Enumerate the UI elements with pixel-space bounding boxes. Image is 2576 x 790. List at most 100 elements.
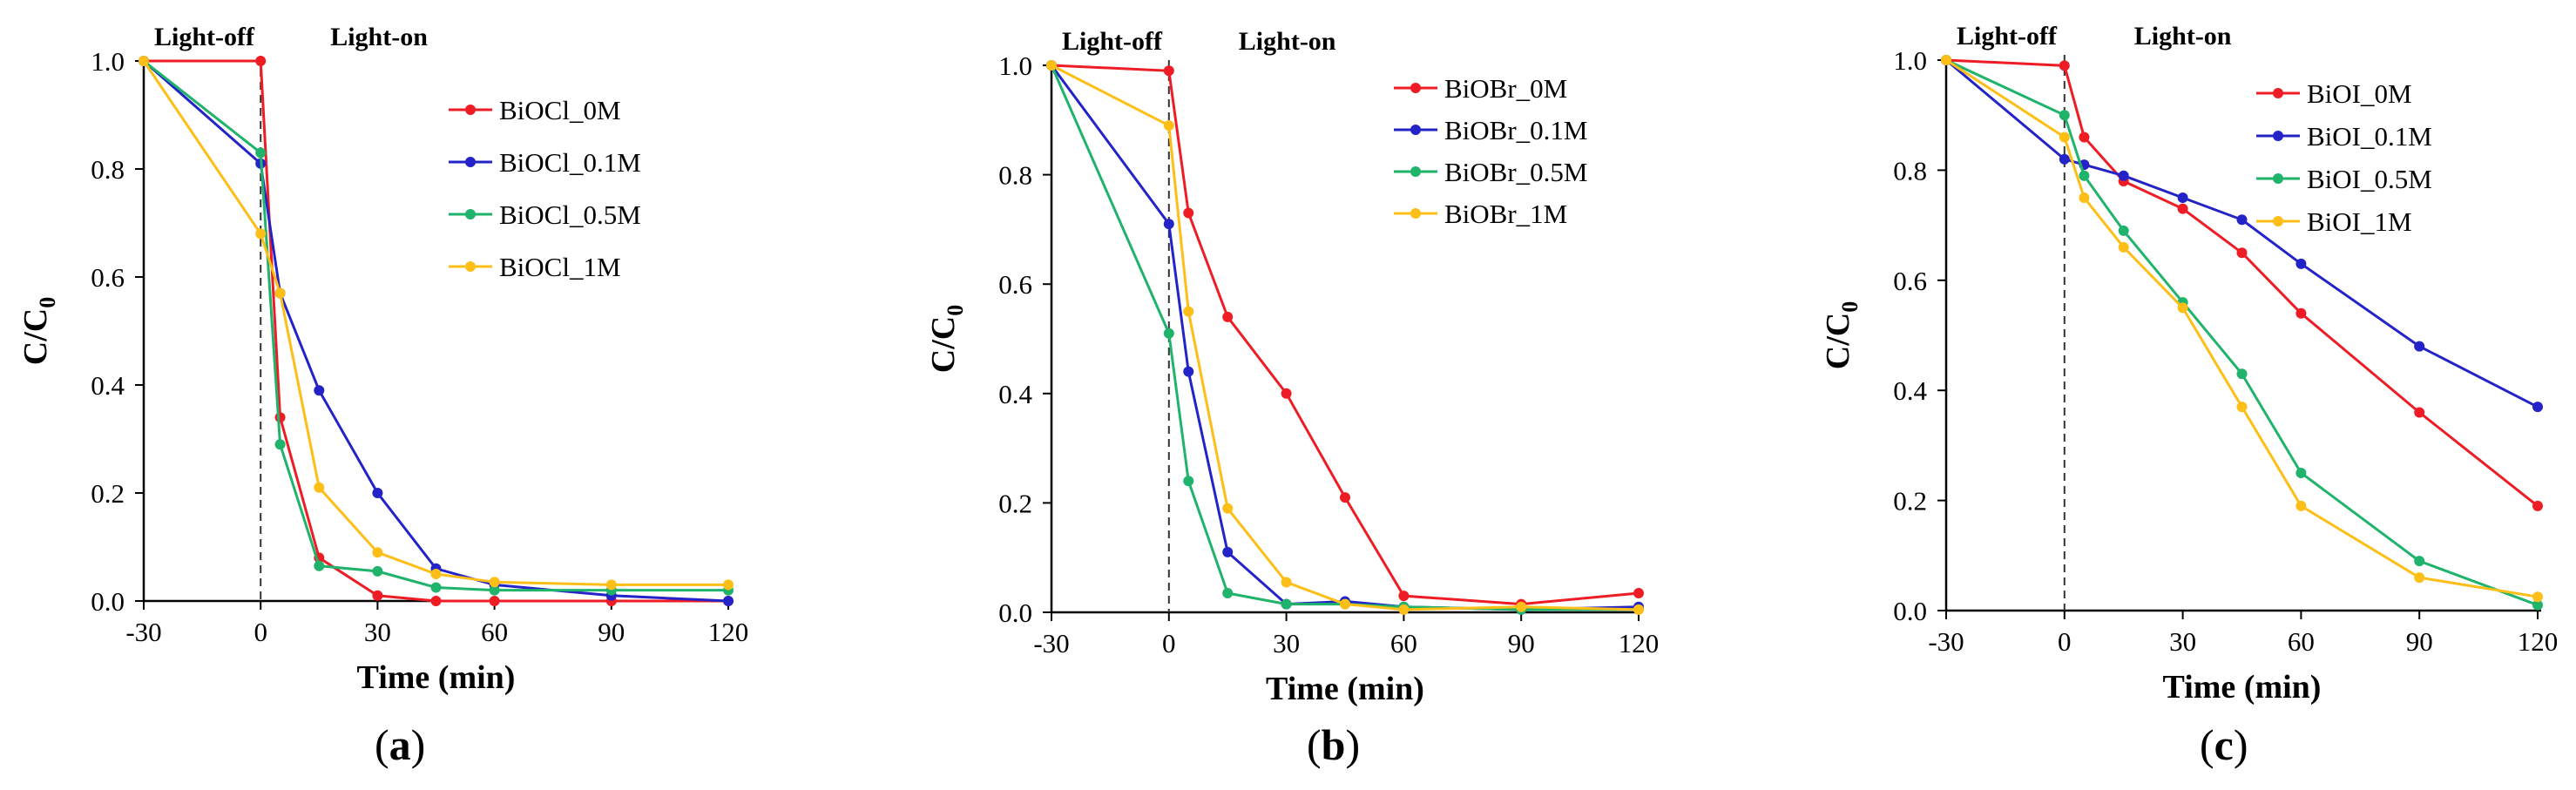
data-point-BiOCl_0M (274, 412, 286, 423)
series-line-BiOBr_0.5M (1050, 64, 1639, 611)
data-point-BiOBr_1M (1281, 577, 1292, 588)
light-off-label: Light-off (1957, 22, 2058, 51)
legend-swatch-marker (465, 261, 476, 272)
x-tick-label: 120 (708, 617, 749, 647)
chart-panel-b: 0.0 0.2 0.4 0.6 0.8 1.0 -30 0 30 60 90 120 Light-off… (925, 27, 1659, 769)
x-tick-label: 90 (1508, 628, 1535, 658)
x-tick-label: 30 (364, 617, 391, 647)
data-point-BiOCl_1M (274, 287, 286, 299)
legend-swatch-marker (1410, 208, 1421, 219)
data-point-BiOI_0M (2295, 307, 2307, 319)
y-tick-label: 0.6 (91, 262, 125, 293)
panel-label-close: ) (2234, 720, 2248, 769)
data-point-BiOI_0M (2236, 247, 2248, 259)
data-point-BiOCl_0M (372, 590, 383, 601)
data-point-BiOI_0.5M (2059, 110, 2070, 121)
y-tick-label: 0.2 (1893, 486, 1927, 517)
series-line-BiOBr_0M (1051, 64, 1640, 606)
legend-swatch-marker (1410, 166, 1421, 177)
chart-panel-c: 0.0 0.2 0.4 0.6 0.8 1.0 -30 0 30 60 90 120 Light-off… (1820, 22, 2558, 769)
data-point-BiOBr_0M (1398, 591, 1410, 602)
x-tick-label: 60 (2288, 626, 2315, 657)
series-line-BiOI_0.1M (1945, 58, 2539, 409)
x-tick-label: 60 (1390, 628, 1417, 658)
panel-label: (b) (1307, 720, 1360, 769)
x-tick-label: 0 (1162, 628, 1176, 658)
data-point-BiOBr_0.5M (1281, 598, 1292, 610)
x-tick-label: 30 (1273, 628, 1300, 658)
data-point-BiOCl_0.5M (274, 439, 286, 450)
data-point-BiOI_0M (2079, 132, 2090, 143)
data-point-BiOI_0M (2532, 500, 2543, 511)
legend-label: BiOBr_1M (1444, 199, 1567, 229)
data-point-BiOBr_0.5M (1183, 476, 1194, 487)
legend-label: BiOI_0.5M (2307, 164, 2432, 194)
data-point-BiOI_0M (2059, 60, 2070, 71)
panel-label-letter: a (389, 720, 411, 769)
data-point-BiOBr_0M (1340, 492, 1350, 503)
data-point-BiOBr_0.5M (1163, 327, 1174, 339)
data-point-BiOI_0.1M (2177, 192, 2188, 203)
data-point-BiOI_1M (2532, 591, 2543, 603)
data-point-BiOCl_0.1M (372, 488, 383, 498)
series-line-BiOI_0.5M (1945, 58, 2539, 607)
data-point-BiOI_1M (2236, 402, 2248, 413)
y-tick-label: 0.4 (91, 370, 125, 401)
legend-label: BiOBr_0M (1444, 73, 1567, 104)
legend-label: BiOI_0M (2307, 78, 2412, 109)
data-point-BiOBr_1M (1633, 604, 1644, 615)
data-point-BiOBr_1M (1163, 120, 1174, 132)
data-point-BiOCl_1M (255, 228, 267, 240)
data-point-BiOI_0.1M (2059, 153, 2070, 165)
data-point-BiOBr_1M (1222, 503, 1234, 514)
data-point-BiOCl_0.5M (372, 565, 383, 577)
panel-label-open: ( (375, 720, 389, 769)
data-point-BiOCl_0.5M (489, 584, 500, 596)
y-tick-label: 0.8 (998, 160, 1032, 191)
data-point-BiOCl_0.5M (314, 560, 325, 571)
data-point-BiOI_0M (2414, 407, 2425, 418)
data-point-BiOCl_0.1M (314, 385, 325, 396)
data-point-BiOBr_1M (1398, 604, 1410, 615)
data-point-BiOCl_0.5M (430, 582, 442, 593)
data-point-BiOBr_0.1M (1222, 546, 1234, 557)
y-tick-label: 1.0 (998, 51, 1032, 81)
data-point-BiOI_0.1M (2118, 170, 2129, 181)
data-point-BiOI_1M (2079, 192, 2090, 203)
y-tick-label: 0.0 (91, 586, 125, 617)
panel-label-open: ( (2200, 720, 2214, 769)
panel-label: (a) (375, 720, 425, 769)
data-point-BiOCl_1M (489, 577, 500, 588)
data-point-BiOBr_0.1M (1183, 366, 1194, 377)
chart-panel-a: 0.0 0.2 0.4 0.6 0.8 1.0 -30 0 30 60 90 120 Light-off… (17, 23, 748, 769)
data-point-BiOBr_0M (1163, 65, 1174, 77)
series-line-BiOBr_0.1M (1050, 64, 1640, 611)
y-tick-label: 1.0 (91, 46, 125, 77)
x-tick-label: 0 (2058, 626, 2072, 657)
x-tick-label: 120 (1619, 628, 1660, 658)
x-axis-title: Time (min) (357, 659, 516, 696)
legend-label: BiOCl_0.5M (499, 199, 641, 230)
data-point-BiOBr_1M (1183, 306, 1194, 317)
data-point-BiOI_0.1M (2295, 258, 2307, 269)
legend-label: BiOI_1M (2307, 206, 2412, 237)
panel-label-close: ) (411, 720, 426, 769)
y-axis-title-subscript: 0 (1837, 301, 1863, 313)
data-point-BiOI_0.1M (2414, 341, 2425, 352)
x-tick-label: -30 (1033, 628, 1069, 658)
y-axis-title: C/C0 (17, 297, 60, 365)
data-point-BiOCl_1M (723, 579, 734, 591)
data-point-BiOCl_1M (314, 482, 325, 493)
x-tick-label: 90 (598, 617, 625, 647)
legend-label: BiOBr_0.5M (1444, 157, 1588, 187)
x-tick-label: 30 (2169, 626, 2196, 657)
y-tick-label: 0.6 (1893, 266, 1927, 296)
data-point-BiOCl_0M (255, 56, 267, 66)
x-tick-label: -30 (1928, 626, 1964, 657)
data-point-BiOI_1M (2414, 572, 2425, 584)
y-tick-label: 0.4 (1893, 375, 1927, 406)
data-point-BiOBr_0M (1633, 588, 1644, 599)
panel-label: (c) (2200, 720, 2248, 769)
data-point-BiOCl_0M (430, 596, 442, 606)
x-tick-label: 90 (2406, 626, 2433, 657)
